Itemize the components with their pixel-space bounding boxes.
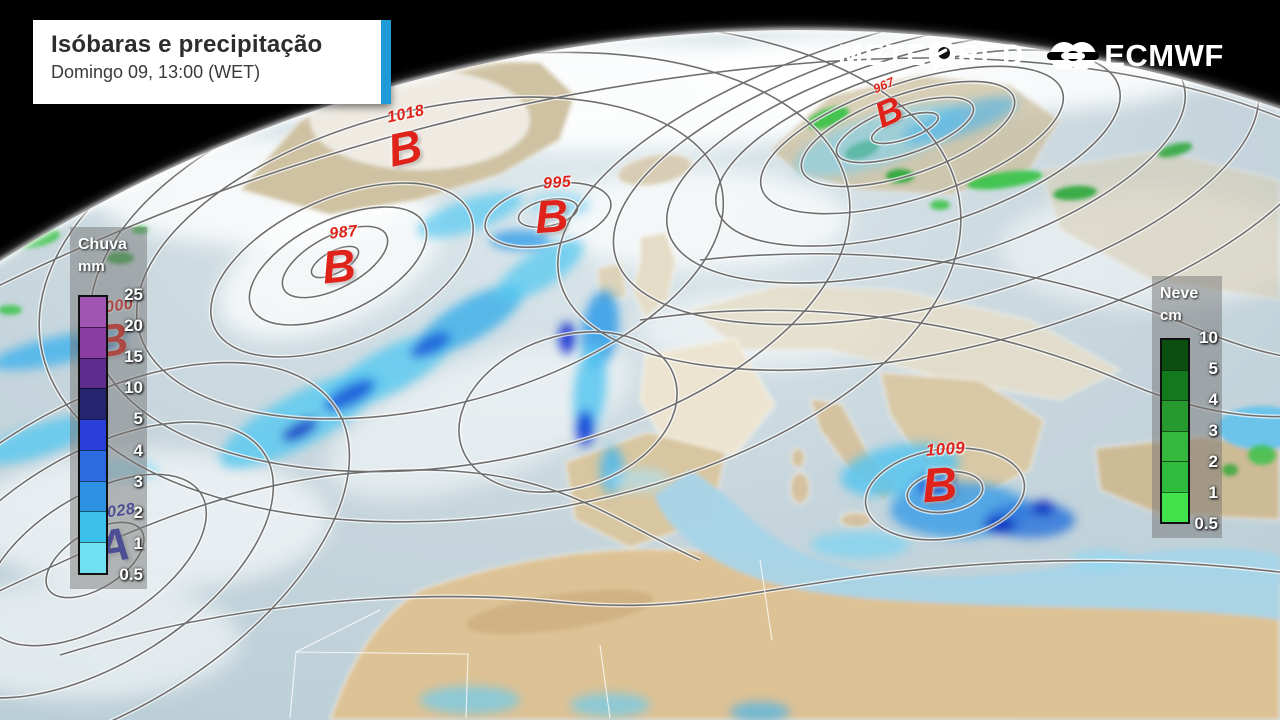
pressure-marker-low-1009: 1009 B — [917, 439, 966, 513]
snow-tick-label: 4 — [1208, 390, 1218, 409]
rain-color-segment — [80, 511, 106, 543]
pressure-marker-low-995: 995 B — [532, 174, 572, 244]
rain-tick-label: 15 — [124, 347, 143, 367]
snow-tick-label: 10 — [1199, 328, 1218, 347]
legend-rain-unit: mm — [78, 258, 105, 275]
legend-rain: Chuva mm 25 20 15 10 5 4 3 2 1 0.5 — [70, 227, 147, 589]
atmosphere-glow — [0, 25, 1280, 267]
meteored-logo: METE RED — [838, 39, 1025, 73]
rain-color-segment — [80, 480, 106, 512]
rain-tick-label: 25 — [124, 285, 143, 304]
pressure-symbol: B — [533, 188, 570, 244]
snow-tick-label: 2 — [1208, 452, 1218, 471]
snow-tick-label: 3 — [1208, 421, 1218, 440]
rain-color-segment — [80, 419, 106, 450]
pressure-symbol: B — [920, 455, 959, 513]
legend-snow-labels: 10 5 4 3 2 1 0.5 — [1190, 328, 1219, 533]
snow-color-segment — [1162, 400, 1188, 431]
legend-snow: Neve cm 10 5 4 3 2 1 0.5 — [1152, 276, 1222, 538]
map-datetime: Domingo 09, 13:00 (WET) — [51, 62, 261, 82]
meteored-logo-text-left: METE — [838, 39, 928, 72]
pressure-symbol: B — [319, 238, 359, 294]
rain-color-segment — [80, 357, 106, 389]
rain-tick-label: 20 — [124, 316, 143, 336]
rain-color-segment — [80, 297, 106, 327]
rain-tick-label: 10 — [124, 378, 143, 398]
pressure-value-label: 995 — [542, 173, 572, 193]
rain-tick-label: 0.5 — [119, 565, 143, 584]
title-panel: Isóbaras e precipitação Domingo 09, 13:0… — [33, 20, 391, 104]
map-title: Isóbaras e precipitação — [51, 31, 323, 58]
snow-tick-label: 5 — [1208, 359, 1218, 378]
meteored-logo-text-right: RED — [957, 39, 1026, 72]
rain-tick-label: 2 — [133, 502, 143, 522]
rain-tick-label: 5 — [133, 409, 143, 429]
pressure-value-label: 1009 — [925, 439, 966, 461]
legend-snow-colorbar — [1160, 338, 1190, 524]
legend-snow-title: Neve — [1160, 285, 1199, 302]
snow-color-segment — [1162, 461, 1188, 492]
rain-tick-label: 4 — [133, 440, 143, 460]
pressure-marker-low-1018: 1018 B — [378, 102, 428, 177]
ecmwf-rings-icon — [1047, 42, 1100, 70]
rain-color-segment — [80, 542, 106, 574]
snow-color-segment — [1162, 369, 1188, 400]
pressure-marker-low-987: 987 B — [318, 222, 359, 294]
rain-tick-label: 1 — [133, 533, 143, 553]
country-borders — [289, 559, 773, 719]
legend-rain-colorbar — [78, 295, 108, 575]
pressure-value-label: 987 — [328, 222, 359, 243]
snow-color-segment — [1162, 491, 1188, 522]
pressure-marker-low-967: 967 B — [864, 75, 909, 135]
rain-tick-label: 3 — [133, 471, 143, 491]
pressure-symbol: B — [383, 118, 427, 177]
brand-logos: METE RED ECMWF — [838, 38, 1224, 74]
snow-tick-label: 1 — [1208, 483, 1218, 502]
ecmwf-logo-text: ECMWF — [1104, 38, 1224, 73]
title-accent-stripe — [381, 20, 391, 104]
legend-rain-title: Chuva — [78, 236, 127, 253]
rain-color-segment — [80, 449, 106, 481]
rain-color-segment — [80, 388, 106, 420]
legend-rain-labels: 25 20 15 10 5 4 3 2 1 0.5 — [108, 285, 144, 584]
snow-color-segment — [1162, 340, 1188, 370]
rain-color-segment — [80, 326, 106, 358]
legend-snow-unit: cm — [1160, 307, 1182, 324]
ecmwf-logo: ECMWF — [1047, 38, 1224, 74]
snow-color-segment — [1162, 430, 1188, 461]
meteored-bubble-icon — [929, 42, 956, 71]
snow-tick-label: 0.5 — [1194, 514, 1218, 533]
